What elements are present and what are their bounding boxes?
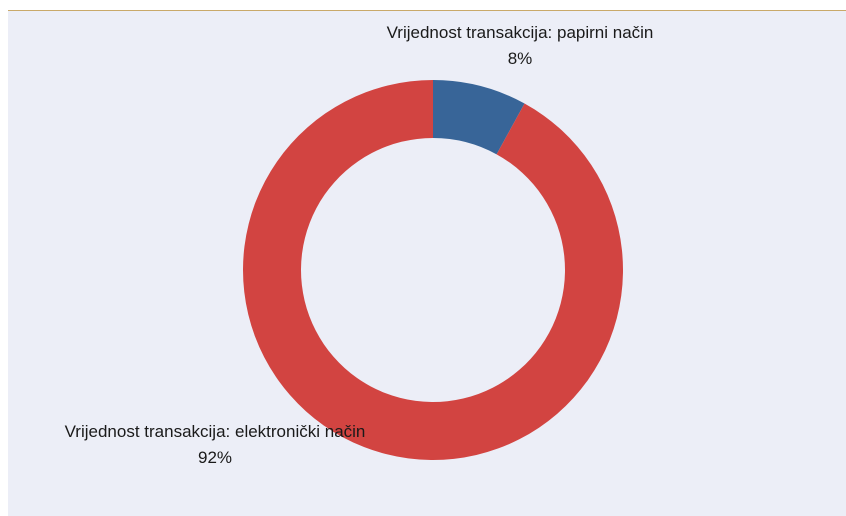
slice-label: Vrijednost transakcija: elektronički nač… (55, 419, 375, 471)
slice-value: 92% (197, 448, 233, 467)
donut-slice (242, 80, 623, 460)
slice-category: Vrijednost transakcija: elektronički nač… (64, 422, 366, 441)
donut-slice (433, 80, 525, 155)
slice-category: Vrijednost transakcija: papirni način (386, 23, 654, 42)
slice-label: Vrijednost transakcija: papirni način 8% (330, 20, 710, 72)
top-rule (8, 10, 846, 11)
slice-value: 8% (507, 49, 533, 68)
